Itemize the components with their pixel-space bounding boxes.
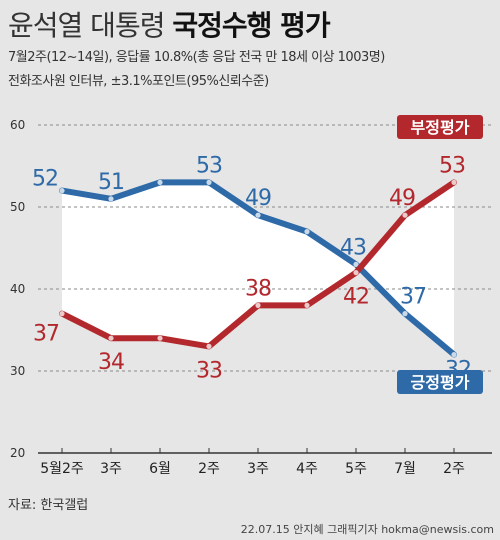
subtitle-survey-info: 7월2주(12~14일), 응답률 10.8%(총 응답 전국 만 18세 이상… <box>8 50 385 65</box>
data-label: 51 <box>98 170 124 195</box>
x-tick-label: 4주 <box>296 461 318 477</box>
data-point <box>255 302 261 308</box>
data-point <box>304 229 310 235</box>
x-tick-label: 7월 <box>394 461 416 477</box>
data-label: 38 <box>245 276 271 301</box>
data-point <box>304 302 310 308</box>
y-tick-label: 20 <box>10 446 25 460</box>
series-badge-label: 부정평가 <box>411 118 470 137</box>
subtitle-method-info: 전화조사원 인터뷰, ±3.1%포인트(95%신뢰수준) <box>8 74 269 89</box>
title-bold: 국정수행 평가 <box>172 9 330 42</box>
data-point <box>206 179 212 185</box>
data-label: 34 <box>98 350 124 375</box>
band-area <box>62 182 454 355</box>
data-label: 53 <box>196 153 222 178</box>
data-label: 52 <box>32 167 58 192</box>
title-light: 윤석열 대통령 <box>8 9 165 42</box>
data-point <box>59 311 65 317</box>
data-point <box>108 196 114 202</box>
data-point <box>353 270 359 276</box>
series-badge-label: 긍정평가 <box>411 373 470 392</box>
data-point <box>255 212 261 218</box>
data-point <box>206 343 212 349</box>
data-point <box>157 179 163 185</box>
data-label: 33 <box>196 358 222 383</box>
data-label: 37 <box>33 322 59 347</box>
chart-title: 윤석열 대통령 국정수행 평가 <box>8 4 331 44</box>
data-label: 49 <box>245 186 271 211</box>
data-point <box>353 261 359 267</box>
source-note: 자료: 한국갤럽 <box>8 498 89 513</box>
data-label: 37 <box>400 285 426 310</box>
y-tick-label: 40 <box>10 282 25 296</box>
data-label: 49 <box>389 186 415 211</box>
data-point <box>402 212 408 218</box>
x-tick-label: 5주 <box>345 461 367 477</box>
data-point <box>451 352 457 358</box>
x-tick-label: 5월2주 <box>40 461 84 477</box>
data-label: 53 <box>439 153 465 178</box>
x-tick-label: 3주 <box>247 461 269 477</box>
x-tick-label: 3주 <box>100 461 122 477</box>
x-tick-label: 2주 <box>198 461 220 477</box>
data-point <box>402 311 408 317</box>
data-point <box>451 179 457 185</box>
credit-note: 22.07.15 안지혜 그래픽기자 hokma@newsis.com <box>240 523 494 536</box>
x-tick-label: 6월 <box>149 461 171 477</box>
data-point <box>59 188 65 194</box>
series-badge-bg <box>397 370 483 394</box>
y-tick-label: 30 <box>10 364 25 378</box>
data-label: 42 <box>343 285 369 310</box>
x-tick-label: 2주 <box>443 461 465 477</box>
series-badge-bg <box>397 115 483 139</box>
data-point <box>108 335 114 341</box>
data-label: 43 <box>340 235 366 260</box>
y-tick-label: 50 <box>10 200 25 214</box>
data-point <box>157 335 163 341</box>
y-tick-label: 60 <box>10 118 25 132</box>
